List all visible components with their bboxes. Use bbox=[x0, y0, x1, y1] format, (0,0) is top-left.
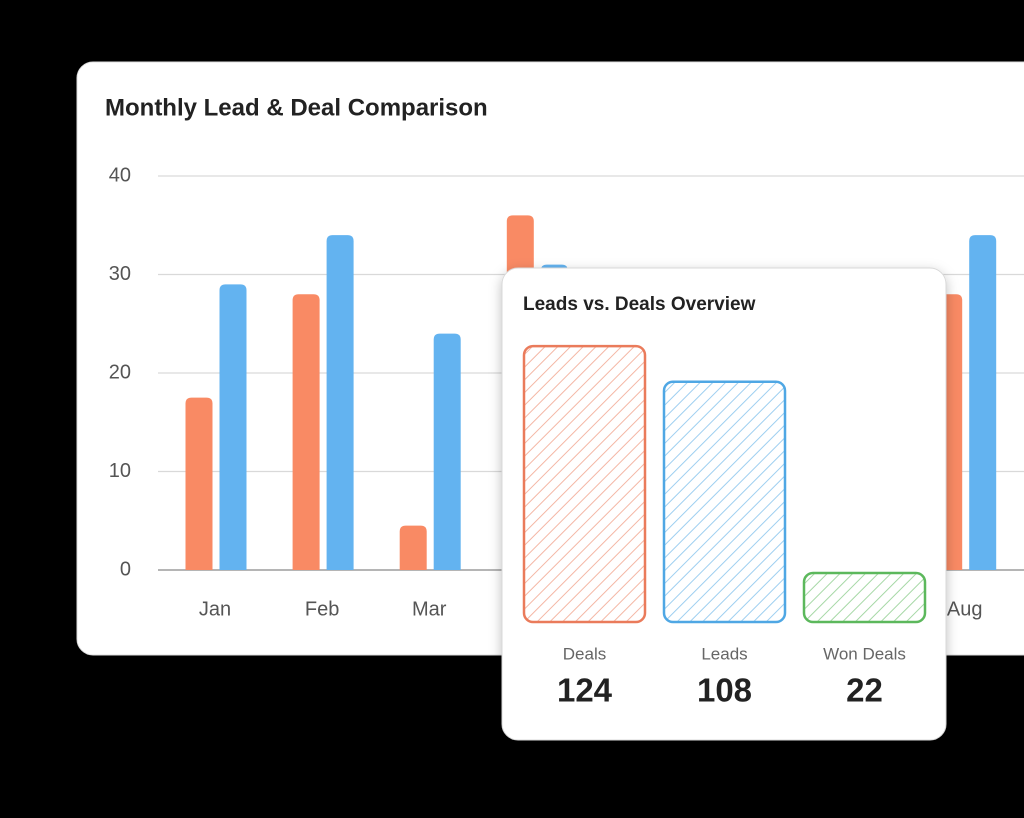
y-tick-label: 30 bbox=[109, 263, 131, 285]
bar bbox=[522, 344, 647, 624]
y-tick-label: 20 bbox=[109, 361, 131, 383]
overlay-card: Leads vs. Deals Overview Deals 124 Leads 10… bbox=[501, 267, 947, 741]
bar bbox=[969, 235, 997, 570]
value-label: 108 bbox=[697, 672, 752, 709]
value-label: 124 bbox=[557, 672, 613, 709]
category-label: Deals bbox=[563, 644, 606, 663]
bar bbox=[185, 397, 213, 570]
category-label: Leads bbox=[701, 644, 747, 663]
value-label: 22 bbox=[846, 672, 883, 709]
bar bbox=[399, 525, 427, 570]
category-label: Won Deals bbox=[823, 644, 906, 663]
bar bbox=[326, 235, 354, 570]
x-tick-label: Aug bbox=[947, 598, 983, 620]
x-tick-label: Mar bbox=[412, 598, 447, 620]
bar bbox=[292, 294, 320, 570]
bar bbox=[802, 571, 927, 624]
y-tick-label: 0 bbox=[120, 558, 131, 580]
bar bbox=[662, 380, 787, 624]
y-tick-label: 10 bbox=[109, 460, 131, 482]
x-tick-label: Jan bbox=[199, 598, 231, 620]
chart-title: Monthly Lead & Deal Comparison bbox=[105, 94, 488, 121]
y-tick-label: 40 bbox=[109, 164, 131, 186]
chart-title: Leads vs. Deals Overview bbox=[523, 294, 756, 315]
bar bbox=[219, 284, 247, 570]
x-tick-label: Feb bbox=[305, 598, 339, 620]
bar bbox=[433, 333, 461, 570]
